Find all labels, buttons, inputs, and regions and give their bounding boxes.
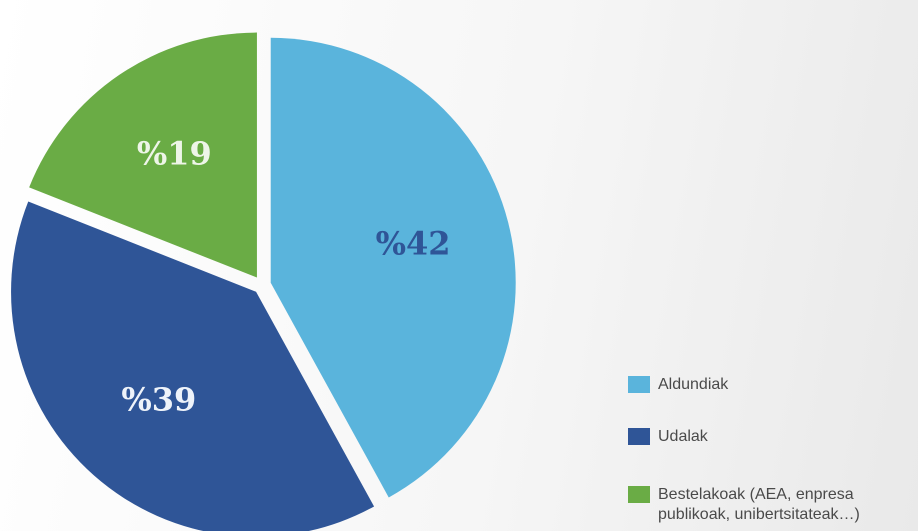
pie-slice: [29, 32, 257, 278]
legend-swatch: [628, 376, 650, 393]
legend-label: Aldundiak: [658, 376, 729, 393]
legend-swatch: [628, 486, 650, 503]
legend-item: Bestelakoak (AEA, enpresa publikoak, uni…: [628, 485, 918, 525]
legend-label: Bestelakoak (AEA, enpresa publikoak, uni…: [658, 486, 860, 523]
pie-slice: [270, 37, 516, 498]
value-label: %42: [376, 225, 451, 263]
legend-item: Aldundiak: [628, 375, 918, 395]
value-label: %19: [137, 134, 212, 172]
pie-slice: [11, 201, 375, 531]
legend-swatch: [628, 428, 650, 445]
value-label: %39: [121, 381, 196, 419]
legend-label: Udalak: [658, 428, 708, 445]
legend-item: Udalak: [628, 427, 918, 447]
